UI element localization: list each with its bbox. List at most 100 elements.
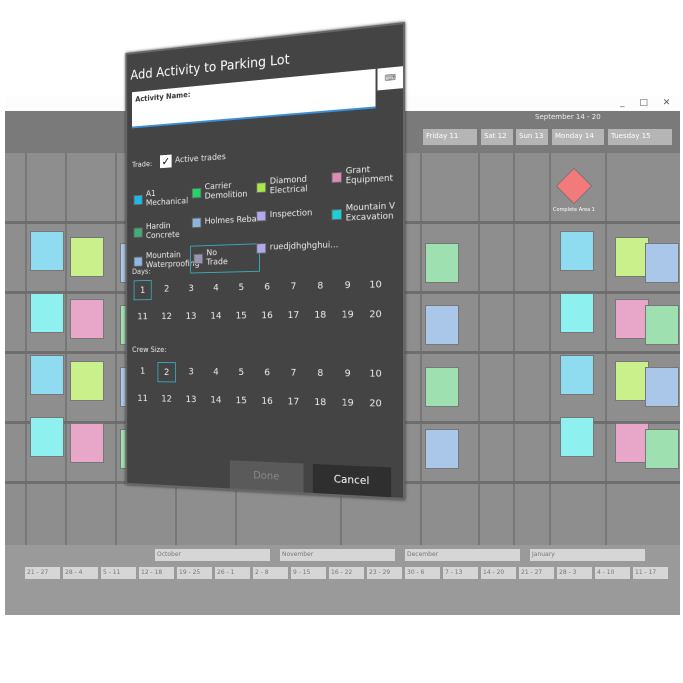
activity-card[interactable] (560, 417, 594, 457)
activity-card[interactable] (30, 355, 64, 395)
activity-card[interactable] (30, 417, 64, 457)
days-option[interactable]: 15 (235, 310, 247, 322)
day-header[interactable]: Sat 12 (481, 129, 513, 145)
week-range[interactable]: 5 - 11 (101, 567, 136, 579)
days-option[interactable]: 18 (314, 309, 327, 321)
activity-card[interactable] (560, 293, 594, 333)
days-option[interactable]: 20 (369, 309, 382, 321)
crew-option[interactable]: 2 (157, 362, 176, 383)
crew-option[interactable]: 7 (290, 367, 297, 379)
days-option[interactable]: 5 (238, 282, 245, 293)
activity-card[interactable] (425, 305, 459, 345)
crew-option[interactable]: 8 (317, 368, 324, 379)
trade-option[interactable]: A1 Mechanical (133, 188, 201, 210)
cancel-button[interactable]: Cancel (312, 463, 392, 498)
window-controls[interactable]: _ □ ✕ (620, 98, 677, 108)
activity-card[interactable] (70, 423, 104, 463)
day-header[interactable]: Friday 11 (423, 129, 477, 145)
activity-card[interactable] (30, 293, 64, 333)
trade-option[interactable]: Hardin Concrete (133, 221, 201, 242)
day-header[interactable]: Sun 13 (516, 129, 548, 145)
crew-option[interactable]: 9 (344, 368, 351, 380)
day-header[interactable]: Monday 14 (552, 129, 604, 145)
activity-card[interactable] (70, 237, 104, 277)
keyboard-icon[interactable]: ⌨ (377, 66, 404, 91)
week-range[interactable]: 12 - 18 (139, 567, 174, 579)
week-range[interactable]: 21 - 27 (519, 567, 554, 579)
days-option[interactable]: 6 (264, 281, 270, 293)
activity-card[interactable] (615, 423, 649, 463)
crew-option[interactable]: 17 (287, 396, 300, 408)
trade-option[interactable]: Grant Equipment (331, 164, 403, 188)
week-range[interactable]: 23 - 29 (367, 567, 402, 579)
days-option[interactable]: 1 (133, 279, 152, 301)
month-label[interactable]: October (155, 549, 270, 561)
days-option[interactable]: 3 (188, 283, 194, 294)
activity-card[interactable] (70, 299, 104, 339)
crew-option[interactable]: 11 (137, 393, 148, 404)
milestone-diamond-icon[interactable] (555, 167, 593, 205)
crew-option[interactable]: 6 (264, 367, 270, 379)
activity-card[interactable] (425, 243, 459, 283)
crew-option[interactable]: 3 (188, 366, 194, 378)
crew-option[interactable]: 12 (161, 394, 172, 405)
activity-card[interactable] (70, 361, 104, 401)
activity-card[interactable] (615, 299, 649, 339)
crew-option[interactable]: 20 (369, 398, 382, 410)
week-range[interactable]: 26 - 1 (215, 567, 250, 579)
day-header[interactable]: Tuesday 15 (608, 129, 672, 145)
days-option[interactable]: 2 (163, 284, 170, 295)
done-button[interactable]: Done (229, 460, 304, 493)
crew-option[interactable]: 4 (213, 367, 219, 378)
days-option[interactable]: 4 (213, 283, 219, 294)
week-range[interactable]: 30 - 6 (405, 567, 440, 579)
activity-card[interactable] (425, 429, 459, 469)
crew-option[interactable]: 1 (140, 366, 146, 377)
days-option[interactable]: 17 (287, 310, 300, 321)
crew-option[interactable]: 13 (185, 394, 197, 406)
week-range[interactable]: 21 - 27 (25, 567, 60, 579)
activity-card[interactable] (615, 361, 649, 401)
week-range[interactable]: 2 - 8 (253, 567, 288, 579)
crew-option[interactable]: 15 (235, 395, 247, 407)
activity-card[interactable] (30, 231, 64, 271)
activity-card[interactable] (645, 243, 679, 283)
crew-option[interactable]: 10 (369, 368, 382, 380)
trade-option[interactable]: No Trade (190, 243, 260, 274)
days-option[interactable]: 9 (344, 280, 351, 292)
days-option[interactable]: 12 (161, 311, 172, 322)
trade-option[interactable]: ruedjdhghghui... (256, 240, 338, 254)
days-option[interactable]: 8 (317, 280, 324, 292)
activity-card[interactable] (615, 237, 649, 277)
month-label[interactable]: November (280, 549, 395, 561)
days-option[interactable]: 10 (369, 279, 382, 291)
trade-option[interactable]: Mountain V Excavation (331, 201, 403, 225)
week-range[interactable]: 14 - 20 (481, 567, 516, 579)
activity-card[interactable] (645, 305, 679, 345)
activity-card[interactable] (645, 367, 679, 407)
crew-option[interactable]: 18 (314, 397, 327, 409)
trade-option[interactable]: Inspection (256, 208, 312, 222)
days-option[interactable]: 11 (137, 311, 148, 323)
week-range[interactable]: 16 - 22 (329, 567, 364, 579)
activity-card[interactable] (560, 355, 594, 395)
week-range[interactable]: 7 - 13 (443, 567, 478, 579)
crew-option[interactable]: 14 (210, 395, 222, 406)
days-option[interactable]: 7 (290, 281, 297, 293)
crew-option[interactable]: 5 (238, 367, 245, 378)
month-label[interactable]: December (405, 549, 520, 561)
week-range[interactable]: 4 - 10 (595, 567, 630, 579)
close-icon[interactable]: ✕ (377, 3, 396, 31)
active-trades-checkbox[interactable]: ✓ (159, 154, 172, 169)
crew-option[interactable]: 19 (341, 397, 354, 409)
activity-card[interactable] (645, 429, 679, 469)
activity-card[interactable] (425, 367, 459, 407)
days-option[interactable]: 14 (210, 311, 222, 322)
trade-option[interactable]: Holmes Rebar (191, 214, 260, 229)
week-range[interactable]: 11 - 17 (633, 567, 668, 579)
week-range[interactable]: 28 - 3 (557, 567, 592, 579)
activity-card[interactable] (560, 231, 594, 271)
trade-option[interactable]: Carrier Demolition (191, 180, 262, 202)
days-option[interactable]: 13 (185, 311, 197, 322)
month-label[interactable]: January (530, 549, 645, 561)
